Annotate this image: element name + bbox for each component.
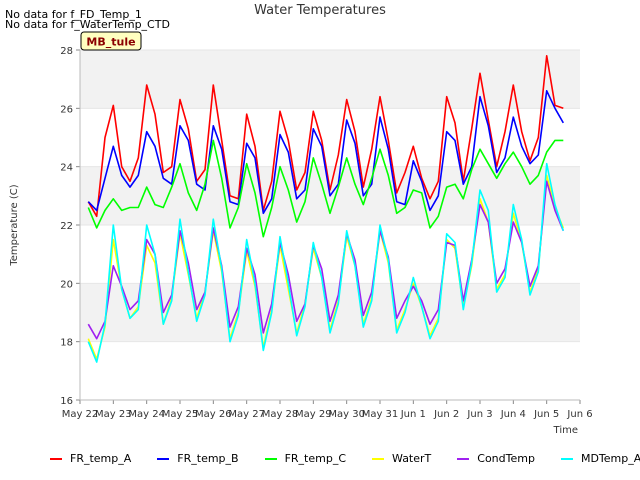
badge-label: MB_tule bbox=[86, 36, 135, 49]
legend-item-FR_temp_B: FR_temp_B bbox=[157, 452, 239, 465]
x-tick-label: May 31 bbox=[362, 409, 399, 420]
x-tick-label: May 26 bbox=[195, 409, 232, 420]
y-tick-label: 28 bbox=[60, 46, 73, 57]
series-line-MDTemp_A bbox=[87, 162, 565, 363]
legend-label: FR_temp_B bbox=[177, 452, 239, 465]
no-data-note-watertemp-ctd: No data for f_WaterTemp_CTD bbox=[5, 18, 170, 31]
x-tick-label: May 24 bbox=[128, 409, 165, 420]
x-tick-label: May 22 bbox=[62, 409, 99, 420]
legend-swatch bbox=[157, 457, 170, 460]
legend-label: MDTemp_A bbox=[580, 452, 640, 465]
x-tick-label: Jun 5 bbox=[533, 409, 559, 420]
y-tick-label: 24 bbox=[60, 163, 73, 174]
legend-swatch bbox=[50, 457, 62, 460]
y-tick-label: 22 bbox=[60, 221, 73, 232]
x-tick-label: May 27 bbox=[228, 409, 265, 420]
legend-item-FR_temp_C: FR_temp_C bbox=[264, 452, 347, 465]
x-tick-label: Jun 2 bbox=[433, 409, 459, 420]
legend-label: CondTemp bbox=[477, 452, 535, 465]
chart-title: Water Temperatures bbox=[254, 3, 386, 18]
y-tick-label: 18 bbox=[60, 338, 73, 349]
legend-label: FR_temp_A bbox=[70, 452, 132, 465]
y-axis-label: Temperature (C) bbox=[9, 184, 20, 266]
y-tick-label: 16 bbox=[60, 396, 73, 407]
x-tick-label: May 23 bbox=[95, 409, 132, 420]
x-tick-label: May 30 bbox=[328, 409, 365, 420]
legend-item-CondTemp: CondTemp bbox=[457, 452, 535, 465]
x-tick-label: Jun 3 bbox=[466, 409, 492, 420]
x-tick-label: May 28 bbox=[262, 409, 299, 420]
x-tick-label: May 29 bbox=[295, 409, 332, 420]
x-tick-label: Jun 1 bbox=[400, 409, 426, 420]
legend-swatch bbox=[457, 457, 470, 460]
no-data-note-fd-temp: No data for f_FD_Temp_1 bbox=[5, 8, 142, 21]
series-lines bbox=[87, 54, 565, 363]
series-line-FR_temp_C bbox=[87, 139, 564, 238]
legend-label: FR_temp_C bbox=[284, 452, 347, 465]
legend-item-FR_temp_A: FR_temp_A bbox=[50, 452, 131, 465]
legend: FR_temp_A FR_temp_B FR_temp_C WaterT CondTem… bbox=[50, 452, 640, 465]
legend-swatch bbox=[560, 457, 573, 460]
x-tick-label: Jun 6 bbox=[566, 409, 592, 420]
badge-box bbox=[80, 31, 142, 51]
legend-item-MDTemp_A: MDTemp_A bbox=[560, 452, 640, 465]
y-tick-label: 20 bbox=[60, 279, 73, 290]
legend-swatch bbox=[264, 457, 277, 460]
x-axis-label: Time bbox=[553, 425, 578, 436]
series-line-FR_temp_B bbox=[87, 90, 564, 215]
y-tick-label: 26 bbox=[60, 104, 73, 115]
x-tick-label: May 25 bbox=[162, 409, 199, 420]
station-badge: MB_tule bbox=[80, 31, 142, 51]
series-line-FR_temp_A bbox=[87, 54, 564, 218]
background-bands bbox=[80, 49, 580, 401]
legend-swatch bbox=[372, 457, 385, 460]
background-band bbox=[80, 50, 580, 109]
legend-label: WaterT bbox=[392, 452, 432, 465]
y-axis-ticks: 16 18 20 22 24 26 28 bbox=[60, 46, 80, 407]
series-line-CondTemp bbox=[87, 180, 565, 340]
x-tick-label: Jun 4 bbox=[500, 409, 526, 420]
legend-item-WaterT: WaterT bbox=[372, 452, 431, 465]
